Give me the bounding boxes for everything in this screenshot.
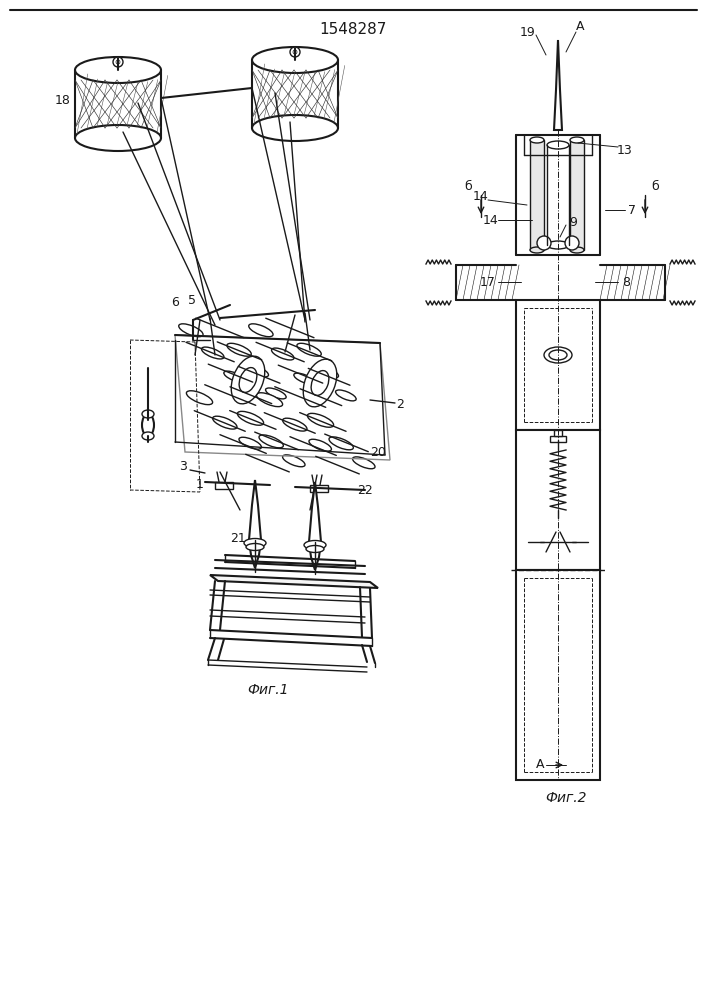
Circle shape [116, 60, 120, 64]
Ellipse shape [142, 410, 154, 418]
Polygon shape [554, 40, 562, 130]
Ellipse shape [75, 57, 161, 83]
Ellipse shape [259, 435, 284, 448]
Ellipse shape [304, 540, 326, 550]
Ellipse shape [549, 350, 567, 360]
Ellipse shape [547, 241, 569, 249]
Ellipse shape [308, 413, 334, 427]
Bar [215, 482, 233, 489]
Ellipse shape [329, 437, 354, 450]
Ellipse shape [246, 365, 269, 377]
Ellipse shape [201, 347, 224, 359]
Ellipse shape [530, 247, 544, 253]
Text: 18: 18 [55, 94, 71, 106]
Ellipse shape [530, 137, 544, 143]
Text: 14: 14 [483, 214, 499, 227]
Text: Фиг.2: Фиг.2 [545, 791, 587, 805]
Bar [570, 140, 584, 250]
Text: A: A [536, 758, 544, 772]
Polygon shape [249, 540, 261, 568]
Circle shape [565, 236, 579, 250]
Ellipse shape [336, 390, 356, 401]
Polygon shape [309, 482, 321, 542]
Circle shape [113, 57, 123, 67]
Ellipse shape [297, 343, 321, 356]
Ellipse shape [142, 414, 154, 436]
Ellipse shape [294, 373, 315, 384]
Ellipse shape [239, 368, 257, 392]
Bar [550, 436, 566, 442]
Ellipse shape [570, 137, 584, 143]
Polygon shape [249, 480, 261, 540]
Ellipse shape [187, 391, 213, 405]
Text: Фиг.1: Фиг.1 [247, 683, 288, 697]
Ellipse shape [246, 544, 264, 550]
Ellipse shape [249, 324, 273, 337]
Ellipse shape [227, 343, 251, 356]
Bar [310, 485, 328, 492]
Ellipse shape [271, 348, 294, 360]
Text: 14: 14 [473, 190, 489, 204]
Ellipse shape [142, 432, 154, 440]
Ellipse shape [316, 366, 339, 378]
Ellipse shape [283, 418, 307, 431]
Polygon shape [210, 575, 378, 588]
Text: 5: 5 [188, 294, 196, 306]
Ellipse shape [252, 115, 338, 141]
Text: 8: 8 [622, 275, 630, 288]
Ellipse shape [75, 125, 161, 151]
Text: 1: 1 [196, 479, 204, 491]
Ellipse shape [311, 371, 329, 395]
Ellipse shape [244, 538, 266, 548]
Text: 22: 22 [357, 484, 373, 496]
Text: 20: 20 [370, 446, 386, 458]
Ellipse shape [570, 247, 584, 253]
Text: 21: 21 [230, 532, 246, 544]
Ellipse shape [353, 457, 375, 469]
Ellipse shape [231, 356, 264, 404]
Bar [530, 140, 544, 250]
Ellipse shape [213, 416, 237, 429]
Text: 17: 17 [480, 275, 496, 288]
Ellipse shape [309, 439, 332, 451]
Text: б: б [464, 180, 472, 194]
Circle shape [537, 236, 551, 250]
Bar [516, 300, 600, 430]
Circle shape [290, 47, 300, 57]
Ellipse shape [283, 455, 305, 467]
Text: 19: 19 [520, 25, 536, 38]
Bar [554, 430, 562, 436]
Text: 2: 2 [396, 398, 404, 412]
Ellipse shape [266, 388, 286, 399]
Ellipse shape [252, 47, 338, 73]
Bar [516, 570, 600, 780]
Text: 7: 7 [628, 204, 636, 217]
Ellipse shape [224, 371, 245, 382]
Ellipse shape [306, 546, 324, 552]
Bar [516, 430, 600, 570]
Ellipse shape [257, 393, 283, 407]
Ellipse shape [303, 359, 337, 407]
Circle shape [293, 50, 297, 54]
Ellipse shape [179, 324, 203, 337]
Ellipse shape [547, 141, 569, 149]
Text: A: A [575, 20, 584, 33]
Text: 6: 6 [171, 296, 179, 310]
Text: 1548287: 1548287 [320, 22, 387, 37]
Ellipse shape [544, 347, 572, 363]
Text: б: б [651, 180, 659, 194]
Ellipse shape [238, 411, 264, 425]
Text: 13: 13 [617, 143, 633, 156]
Polygon shape [309, 542, 321, 570]
Text: 3: 3 [179, 460, 187, 474]
Text: 9: 9 [569, 217, 577, 230]
Ellipse shape [239, 437, 262, 449]
